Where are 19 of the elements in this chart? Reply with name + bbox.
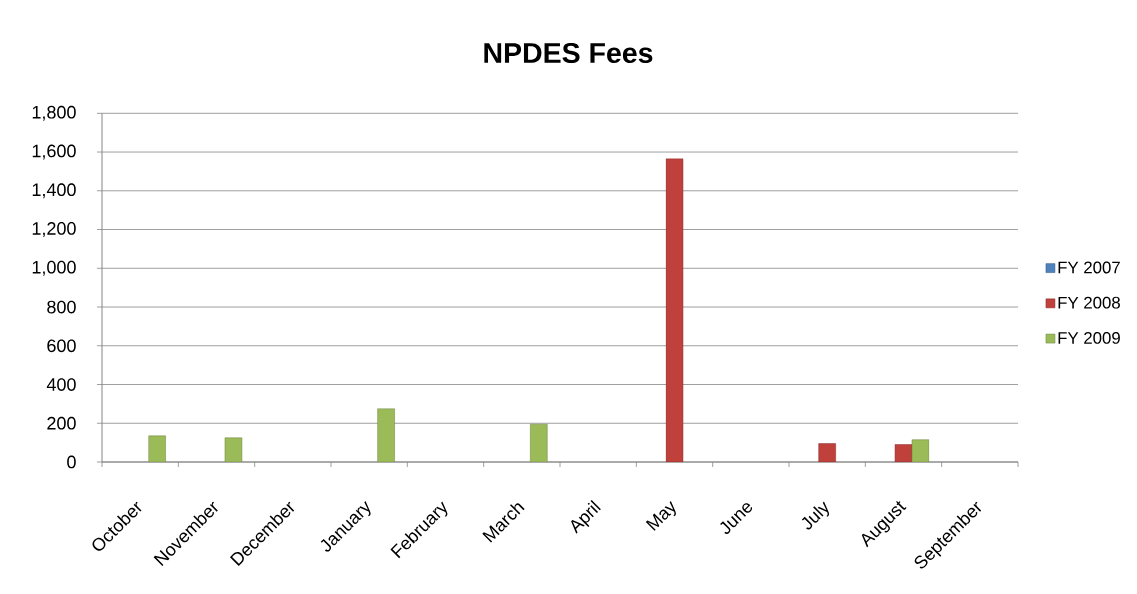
y-tick-label: 200 (47, 416, 76, 430)
y-tick-label: 1,800 (32, 105, 76, 121)
y-tick-label: 1,200 (32, 222, 76, 237)
y-tick-label: 0 (67, 455, 76, 469)
legend-label: FY 2009 (1058, 331, 1120, 344)
y-tick-label: 1,400 (32, 183, 76, 199)
y-tick-label: 400 (46, 378, 76, 391)
x-tick-label: July (801, 501, 830, 530)
x-tick-label: May (645, 501, 676, 531)
y-tick-label: 600 (47, 339, 76, 353)
bar (148, 435, 166, 462)
y-tick-label: 800 (47, 300, 76, 314)
bar (377, 408, 395, 462)
chart-title: NPDES Fees (484, 42, 653, 64)
legend-label: FY 2008 (1058, 296, 1120, 309)
y-tick-label: 1,000 (32, 260, 76, 276)
bar (530, 423, 548, 462)
y-tick-label: 1,600 (32, 144, 76, 160)
legend-label: FY 2007 (1058, 261, 1120, 274)
